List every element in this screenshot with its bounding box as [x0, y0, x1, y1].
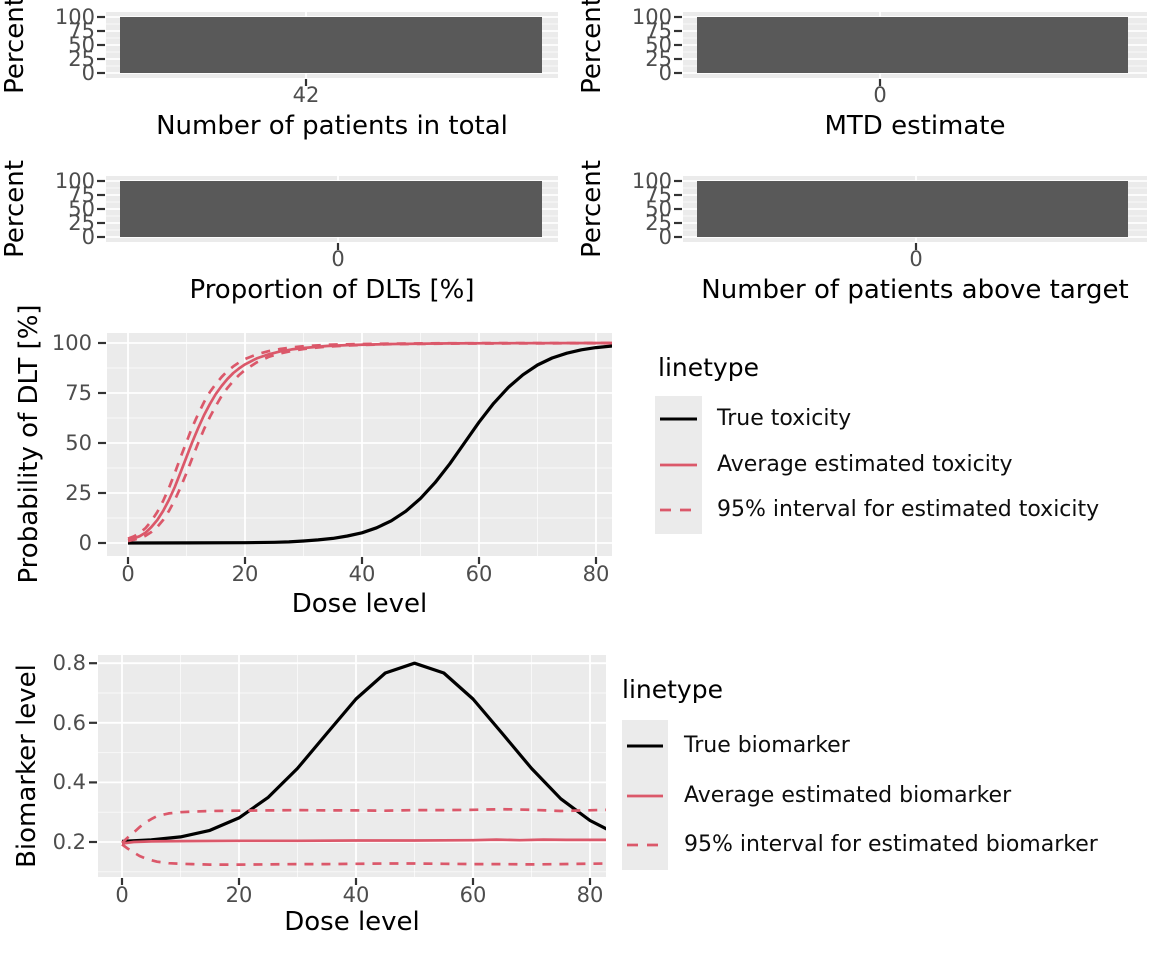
axis-tick-label: 20 [231, 562, 259, 586]
legend-item-label: Average estimated toxicity [717, 452, 1013, 477]
axis-tick-label: 60 [459, 883, 487, 907]
axis-tick-label: 0 [909, 247, 923, 271]
x-axis-title: Proportion of DLTs [%] [189, 275, 475, 305]
histogram-patients-total [95, 12, 558, 91]
axis-tick-label: 0.6 [52, 710, 86, 735]
axis-tick-label: 75 [65, 381, 92, 405]
histogram-dlt-proportion [95, 176, 558, 255]
x-axis-title: Dose level [291, 589, 428, 619]
legend-title: linetype [622, 675, 723, 704]
axis-tick-label: 0 [658, 61, 672, 85]
axis-tick-label: 50 [645, 33, 672, 57]
legend-item-label: Average estimated biomarker [684, 783, 1012, 808]
axis-tick-label: 25 [645, 47, 672, 71]
histogram-above-target [672, 176, 1147, 255]
legend-keys [622, 720, 668, 870]
axis-tick-label: 0 [121, 562, 135, 586]
legend-item-label: 95% interval for estimated toxicity [717, 497, 1100, 522]
axis-tick-label: 100 [631, 5, 672, 29]
axis-tick-label: 0 [81, 61, 95, 85]
legend-keys [655, 396, 702, 534]
axis-tick-label: 0 [658, 225, 672, 249]
legend-item-label: True toxicity [717, 406, 852, 431]
axis-tick-label: 20 [225, 883, 253, 907]
axis-tick-label: 100 [54, 5, 95, 29]
histogram-mtd-estimate [672, 12, 1147, 91]
axis-tick-label: 25 [68, 211, 95, 235]
axis-tick-label: 0.8 [52, 651, 86, 676]
x-axis-title: Number of patients above target [701, 275, 1129, 305]
dose-toxicity-chart [96, 333, 612, 568]
axis-tick-label: 0.2 [52, 830, 86, 854]
axis-tick-label: 0 [78, 531, 92, 555]
axis-tick-label: 0.4 [52, 770, 86, 795]
axis-tick-label: 0 [81, 225, 95, 249]
axis-tick-label: 100 [631, 169, 672, 193]
axis-tick-label: 75 [68, 19, 95, 43]
axis-tick-label: 0 [115, 883, 129, 907]
axis-tick-label: 75 [645, 183, 672, 207]
axis-tick-label: 80 [576, 883, 604, 907]
legend-title: linetype [658, 353, 759, 382]
axis-tick-label: 50 [65, 431, 92, 455]
axis-tick-label: 25 [68, 47, 95, 71]
axis-tick-label: 42 [292, 83, 320, 107]
axis-tick-label: 50 [68, 197, 95, 221]
axis-tick-label: 75 [645, 19, 672, 43]
dose-biomarker-chart [87, 655, 606, 889]
axis-tick-label: 0 [331, 247, 345, 271]
axis-tick-label: 40 [348, 562, 376, 586]
axis-tick-label: 75 [68, 183, 95, 207]
axis-tick-label: 25 [645, 211, 672, 235]
axis-tick-label: 50 [645, 197, 672, 221]
axis-tick-label: 100 [54, 169, 95, 193]
legend-item-label: True biomarker [684, 733, 850, 758]
axis-tick-label: 40 [342, 883, 370, 907]
y-axis-title: Biomarker level [12, 664, 42, 868]
legend-item-label: 95% interval for estimated biomarker [684, 832, 1098, 857]
axis-tick-label: 80 [582, 562, 610, 586]
axis-tick-label: 50 [68, 33, 95, 57]
axis-tick-label: 60 [465, 562, 493, 586]
axis-tick-label: 25 [65, 481, 92, 505]
x-axis-title: Number of patients in total [156, 111, 508, 141]
x-axis-title: Dose level [284, 907, 420, 937]
x-axis-title: MTD estimate [824, 111, 1006, 141]
axis-tick-label: 0 [873, 83, 887, 107]
axis-tick-label: 100 [51, 331, 92, 355]
